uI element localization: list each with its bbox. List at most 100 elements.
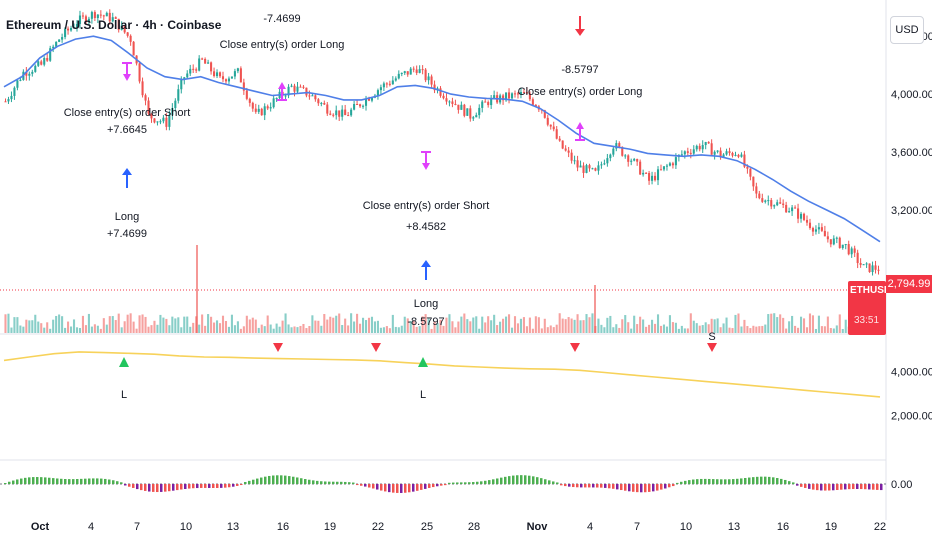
candle-body — [147, 100, 150, 114]
long-entry-arrow — [122, 168, 132, 175]
candle-body — [266, 106, 269, 109]
candle-body — [844, 244, 847, 246]
volume-bar — [463, 313, 466, 333]
histogram-bar — [188, 484, 191, 489]
volume-bar — [40, 323, 43, 333]
candle-body — [7, 99, 10, 102]
histogram-bar — [500, 477, 503, 484]
candle-body — [347, 115, 350, 117]
volume-bar — [69, 326, 73, 333]
candle-body — [370, 97, 374, 101]
histogram-bar — [392, 484, 395, 493]
histogram-bar — [444, 484, 447, 486]
histogram-bar — [424, 484, 427, 489]
volume-bar — [615, 324, 618, 333]
candle-body — [189, 68, 192, 74]
histogram-bar — [212, 484, 215, 489]
histogram-bar — [436, 484, 439, 487]
candle-body — [213, 71, 216, 77]
volume-bar — [171, 316, 174, 333]
histogram-bar — [352, 482, 355, 484]
volume-bar — [105, 324, 108, 333]
candle-body — [323, 103, 326, 105]
volume-bar — [686, 328, 689, 333]
candle-body — [236, 68, 239, 72]
histogram-bar — [716, 479, 719, 484]
candle-body — [594, 168, 597, 171]
volume-bar — [513, 316, 517, 333]
currency-button[interactable]: USD — [890, 16, 924, 44]
candle-body — [299, 86, 302, 88]
candle-body — [251, 102, 254, 109]
volume-bar — [302, 323, 305, 333]
volume-bar — [147, 326, 150, 333]
x-tick-label: 28 — [468, 521, 480, 533]
histogram-bar — [748, 477, 751, 484]
candle-body — [877, 269, 880, 271]
volume-bar — [320, 325, 323, 333]
histogram-bar — [484, 480, 487, 484]
candle-body — [123, 25, 126, 33]
candle-body — [782, 203, 785, 205]
volume-bar — [67, 321, 70, 333]
volume-bar — [49, 328, 52, 333]
volume-bar — [385, 326, 388, 333]
candle-body — [290, 85, 293, 87]
annotation-label: Close entry(s) order Short — [363, 200, 490, 212]
volume-bar — [287, 324, 290, 333]
volume-bar — [242, 326, 245, 333]
histogram-bar — [40, 477, 43, 484]
candle-body — [519, 92, 523, 95]
volume-bar — [835, 325, 838, 333]
candle-body — [481, 101, 484, 108]
candle-body — [838, 237, 841, 248]
volume-bar — [239, 328, 242, 333]
candle-body — [680, 154, 683, 156]
volume-bar — [10, 327, 13, 333]
buy-signal-triangle — [418, 357, 428, 367]
volume-bar — [427, 318, 430, 333]
histogram-bar — [276, 475, 279, 484]
candle-body — [439, 88, 442, 96]
volume-bar — [805, 327, 809, 333]
histogram-bar — [52, 478, 55, 484]
candle-body — [16, 80, 19, 88]
volume-bar — [58, 314, 61, 333]
volume-bar — [281, 320, 284, 333]
candle-body — [406, 71, 409, 75]
histogram-bar — [448, 482, 451, 484]
volume-bar — [639, 316, 642, 333]
histogram-bar — [708, 478, 711, 484]
x-tick-label: 19 — [324, 521, 336, 533]
candle-body — [564, 148, 567, 151]
volume-bar — [841, 328, 844, 333]
candle-body — [770, 200, 773, 207]
volume-bar — [347, 325, 350, 333]
volume-bar — [510, 327, 514, 333]
candle-body — [454, 103, 457, 105]
sell-signal-triangle — [273, 343, 283, 352]
histogram-bar — [292, 476, 295, 484]
volume-bar — [722, 323, 725, 333]
histogram-bar — [872, 484, 875, 490]
volume-bar — [361, 317, 365, 333]
candle-body — [469, 108, 472, 119]
candle-body — [245, 90, 248, 99]
volume-bar — [466, 319, 469, 333]
volume-bar — [329, 316, 332, 333]
volume-bar — [370, 316, 374, 333]
volume-bar — [93, 324, 96, 333]
histogram-bar — [848, 484, 851, 490]
histogram-bar — [696, 479, 699, 484]
histogram-bar — [516, 475, 519, 484]
volume-bar — [397, 327, 400, 333]
volume-bar — [81, 315, 85, 333]
countdown-label: 33:51 — [854, 315, 880, 326]
candle-body — [55, 41, 58, 47]
histogram-bar — [32, 477, 35, 484]
volume-bar — [314, 320, 317, 333]
volume-bar — [561, 318, 564, 333]
volume-bar — [364, 320, 368, 333]
volume-bar — [609, 315, 612, 333]
histogram-bar — [792, 482, 795, 484]
